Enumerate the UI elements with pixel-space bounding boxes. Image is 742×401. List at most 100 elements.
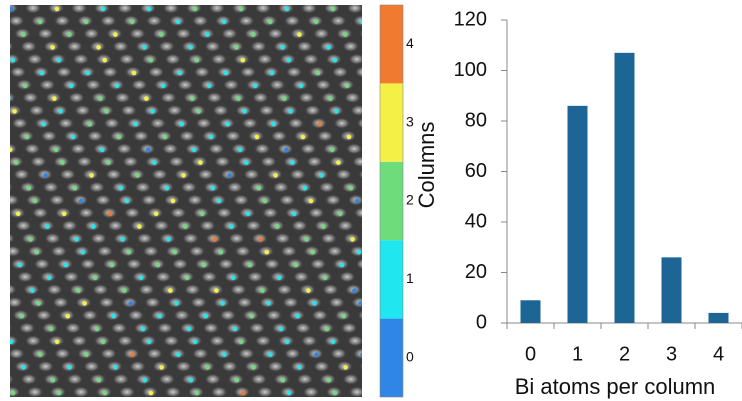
column-marker bbox=[299, 84, 304, 89]
atom-column bbox=[332, 67, 348, 78]
atom-column bbox=[355, 67, 371, 78]
column-marker bbox=[100, 148, 105, 153]
column-marker bbox=[297, 32, 302, 37]
column-marker bbox=[248, 263, 253, 268]
atom-column bbox=[122, 156, 138, 167]
column-marker bbox=[55, 340, 60, 345]
atom-column bbox=[1, 143, 17, 154]
atom-column bbox=[276, 284, 292, 295]
atom-column bbox=[155, 271, 171, 282]
column-marker bbox=[224, 71, 229, 76]
colorbar-tick-label: 3 bbox=[406, 113, 414, 129]
atom-column bbox=[0, 259, 4, 270]
atom-column bbox=[7, 297, 23, 308]
figure: Columns Bi atoms per column 012340204060… bbox=[0, 0, 742, 401]
atom-column bbox=[297, 374, 313, 385]
column-marker bbox=[251, 32, 256, 37]
atom-column bbox=[298, 92, 314, 103]
atom-column bbox=[78, 207, 94, 218]
column-marker bbox=[365, 173, 370, 178]
column-marker bbox=[95, 327, 100, 332]
column-marker bbox=[47, 276, 52, 281]
atom-column bbox=[319, 182, 335, 193]
atom-column bbox=[49, 195, 65, 206]
atom-column bbox=[192, 348, 208, 359]
column-marker bbox=[285, 340, 290, 345]
atom-column bbox=[262, 207, 278, 218]
column-marker bbox=[222, 20, 227, 25]
column-marker bbox=[3, 327, 8, 332]
column-marker bbox=[235, 378, 240, 383]
y-axis-label: Columns bbox=[414, 122, 439, 209]
column-marker bbox=[176, 20, 181, 25]
atom-column bbox=[27, 54, 43, 65]
column-marker bbox=[54, 148, 59, 153]
atom-column bbox=[84, 361, 100, 372]
atom-column bbox=[129, 28, 145, 39]
column-marker bbox=[217, 199, 222, 204]
atom-column bbox=[56, 67, 72, 78]
column-marker bbox=[165, 186, 170, 191]
atom-column bbox=[268, 361, 284, 372]
atom-column bbox=[221, 28, 237, 39]
atom-column bbox=[95, 195, 111, 206]
column-marker bbox=[16, 212, 21, 217]
atom-column bbox=[336, 169, 352, 180]
atom-column bbox=[201, 271, 217, 282]
column-marker bbox=[193, 7, 198, 12]
atom-column bbox=[117, 3, 133, 14]
column-marker bbox=[331, 340, 336, 345]
atom-column bbox=[148, 67, 164, 78]
x-tick-label: 3 bbox=[666, 343, 677, 365]
column-marker bbox=[241, 391, 246, 396]
column-marker bbox=[166, 237, 171, 242]
atom-column bbox=[209, 335, 225, 346]
colorbar-segment bbox=[380, 162, 403, 240]
atom-column bbox=[365, 182, 381, 193]
column-marker bbox=[285, 7, 290, 12]
atom-column bbox=[141, 195, 157, 206]
atom-column bbox=[349, 387, 365, 398]
y-tick-label: 80 bbox=[465, 109, 487, 131]
atom-column bbox=[209, 3, 225, 14]
column-marker bbox=[373, 378, 378, 383]
atom-column bbox=[113, 41, 129, 52]
atom-column bbox=[251, 374, 267, 385]
atom-column bbox=[344, 92, 360, 103]
column-marker bbox=[174, 301, 179, 306]
atom-column bbox=[255, 335, 271, 346]
colorbar-tick-label: 1 bbox=[406, 270, 414, 286]
column-marker bbox=[28, 237, 33, 242]
atom-column bbox=[117, 335, 133, 346]
column-marker bbox=[62, 212, 67, 217]
atom-column bbox=[315, 79, 331, 90]
column-marker bbox=[358, 301, 363, 306]
atom-column bbox=[306, 156, 322, 167]
column-marker bbox=[64, 263, 69, 268]
atom-column bbox=[0, 169, 7, 180]
column-marker bbox=[325, 327, 330, 332]
column-marker bbox=[20, 314, 25, 319]
atom-column bbox=[283, 297, 299, 308]
atom-column bbox=[346, 143, 362, 154]
atom-column bbox=[0, 348, 1, 359]
column-marker bbox=[327, 378, 332, 383]
column-marker bbox=[43, 173, 48, 178]
atom-column bbox=[242, 118, 258, 129]
column-marker bbox=[193, 340, 198, 345]
atom-column bbox=[252, 92, 268, 103]
atom-column bbox=[352, 156, 368, 167]
column-marker bbox=[110, 263, 115, 268]
column-marker bbox=[268, 20, 273, 25]
atom-column bbox=[12, 118, 28, 129]
column-marker bbox=[25, 135, 30, 140]
column-marker bbox=[185, 276, 190, 281]
atom-column bbox=[244, 169, 260, 180]
column-marker bbox=[374, 96, 379, 101]
atom-column bbox=[237, 297, 253, 308]
atom-column bbox=[295, 323, 311, 334]
column-marker bbox=[106, 160, 111, 165]
atom-column bbox=[114, 92, 130, 103]
atom-column bbox=[145, 297, 161, 308]
column-marker bbox=[144, 96, 149, 101]
